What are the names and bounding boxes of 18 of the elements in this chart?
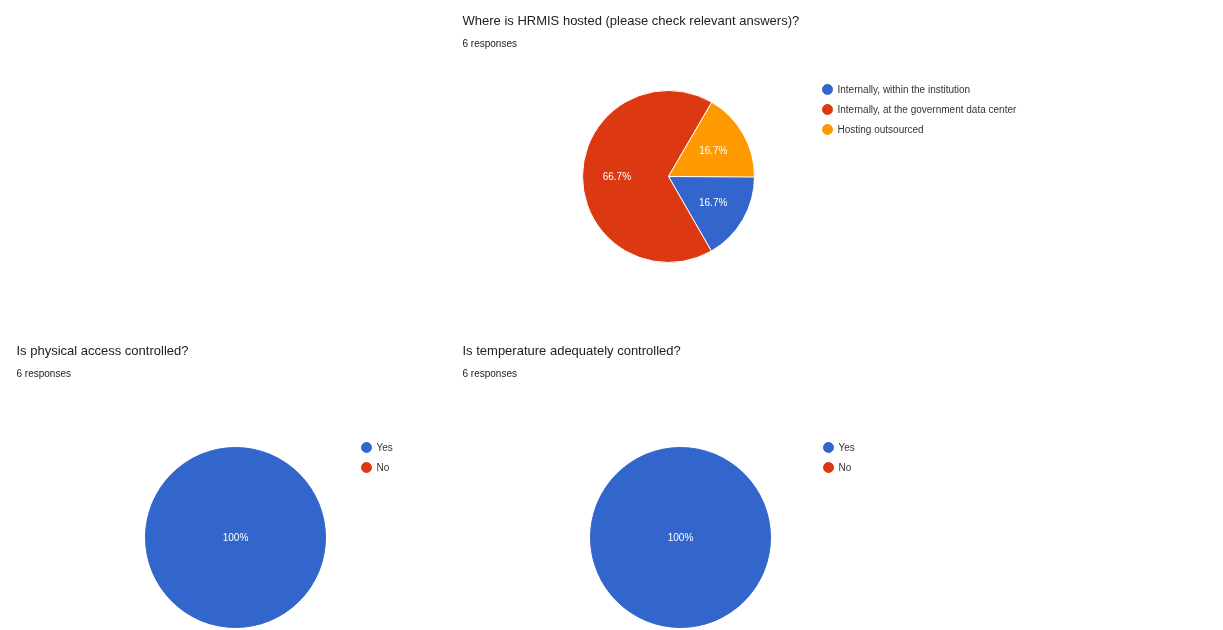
text: 6 responses xyxy=(16,368,71,379)
legend-label: Hosting outsourced xyxy=(837,124,924,135)
text: 6 responses xyxy=(462,38,517,49)
data-label: 100% xyxy=(222,532,249,543)
data-label: 100% xyxy=(667,532,694,543)
data-label: 16.7% xyxy=(698,196,728,208)
legend-label: Internally, at the government data center xyxy=(837,104,1017,115)
legend-label: No xyxy=(838,462,852,473)
chart-title: Is temperature adequately controlled? xyxy=(462,343,681,358)
legend-label: Yes xyxy=(376,442,393,453)
legend-label: No xyxy=(376,462,390,473)
chart-title: Is physical access controlled? xyxy=(16,343,189,358)
legend-label: Yes xyxy=(838,442,855,453)
data-label: 16.7% xyxy=(699,145,728,157)
data-label: 66.7% xyxy=(602,170,632,182)
text: 6 responses xyxy=(462,368,517,379)
legend-label: Internally, within the institution xyxy=(837,84,971,95)
chart-title: Where is HRMIS hosted (please check relevant answers)? xyxy=(462,13,800,28)
